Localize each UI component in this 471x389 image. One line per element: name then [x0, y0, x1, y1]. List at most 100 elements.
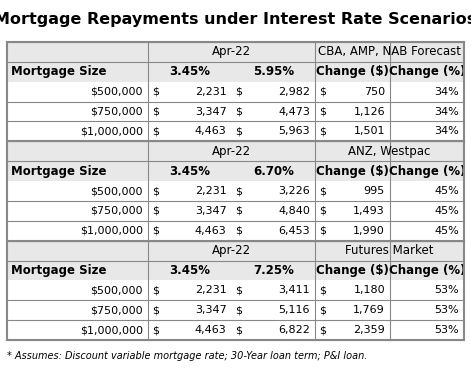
Text: Apr-22: Apr-22: [212, 145, 251, 158]
Text: 53%: 53%: [434, 286, 459, 295]
Text: * Assumes: Discount variable mortgage rate; 30-Year loan term; P&I loan.: * Assumes: Discount variable mortgage ra…: [7, 351, 367, 361]
Text: $: $: [152, 206, 159, 216]
Text: ANZ, Westpac: ANZ, Westpac: [349, 145, 430, 158]
Text: Change (%): Change (%): [389, 264, 465, 277]
Text: 3,347: 3,347: [195, 107, 227, 117]
Text: 995: 995: [364, 186, 385, 196]
Text: 2,359: 2,359: [353, 325, 385, 335]
Text: 5.95%: 5.95%: [252, 65, 294, 78]
Bar: [7, 320, 464, 340]
Text: 1,493: 1,493: [353, 206, 385, 216]
Text: $750,000: $750,000: [90, 107, 143, 117]
Bar: [7, 221, 464, 241]
Text: $: $: [319, 305, 326, 315]
Text: $: $: [236, 305, 243, 315]
Text: Change (%): Change (%): [389, 65, 465, 78]
Text: 4,463: 4,463: [195, 325, 227, 335]
Bar: [7, 300, 464, 320]
Bar: [7, 201, 464, 221]
Text: 1,126: 1,126: [353, 107, 385, 117]
Text: $1,000,000: $1,000,000: [80, 126, 143, 137]
Text: 53%: 53%: [434, 325, 459, 335]
Text: 6,453: 6,453: [278, 226, 310, 236]
Text: $: $: [236, 126, 243, 137]
Text: 3.45%: 3.45%: [169, 264, 210, 277]
Text: $: $: [319, 107, 326, 117]
Text: $: $: [319, 126, 326, 137]
Text: Apr-22: Apr-22: [212, 244, 251, 257]
Text: $: $: [319, 186, 326, 196]
Text: 4,463: 4,463: [195, 126, 227, 137]
Text: 34%: 34%: [434, 126, 459, 137]
Text: $500,000: $500,000: [90, 186, 143, 196]
Text: 6,822: 6,822: [278, 325, 310, 335]
Text: $500,000: $500,000: [90, 286, 143, 295]
Text: 7.25%: 7.25%: [253, 264, 294, 277]
Text: $: $: [152, 186, 159, 196]
Text: $: $: [319, 325, 326, 335]
Bar: [7, 141, 464, 161]
Bar: [7, 161, 464, 181]
Text: Change ($): Change ($): [316, 65, 389, 78]
Text: 6.70%: 6.70%: [253, 165, 294, 178]
Text: $500,000: $500,000: [90, 87, 143, 97]
Text: 2,231: 2,231: [195, 186, 227, 196]
Text: Mortgage Size: Mortgage Size: [11, 65, 106, 78]
Bar: [7, 102, 464, 121]
Text: Change (%): Change (%): [389, 165, 465, 178]
Text: $: $: [236, 226, 243, 236]
Text: 2,231: 2,231: [195, 87, 227, 97]
Text: 4,473: 4,473: [278, 107, 310, 117]
Text: Change ($): Change ($): [316, 165, 389, 178]
Text: 45%: 45%: [434, 186, 459, 196]
Text: $: $: [236, 186, 243, 196]
Bar: [7, 42, 464, 62]
Text: 2,982: 2,982: [278, 87, 310, 97]
Text: 1,501: 1,501: [354, 126, 385, 137]
Bar: [7, 261, 464, 280]
Text: 1,990: 1,990: [353, 226, 385, 236]
Text: 5,116: 5,116: [278, 305, 310, 315]
Text: 3,226: 3,226: [278, 186, 310, 196]
Text: $: $: [152, 126, 159, 137]
Text: 3,411: 3,411: [278, 286, 310, 295]
Text: 4,463: 4,463: [195, 226, 227, 236]
Text: $: $: [152, 107, 159, 117]
Text: Mortgage Repayments under Interest Rate Scenarios: Mortgage Repayments under Interest Rate …: [0, 12, 471, 26]
Text: 45%: 45%: [434, 226, 459, 236]
Text: $: $: [152, 305, 159, 315]
Text: 3.45%: 3.45%: [169, 165, 210, 178]
Text: $: $: [319, 206, 326, 216]
Text: $750,000: $750,000: [90, 305, 143, 315]
Bar: [7, 181, 464, 201]
Bar: [7, 121, 464, 141]
Bar: [7, 280, 464, 300]
Text: $: $: [236, 206, 243, 216]
Bar: [7, 42, 464, 340]
Text: 34%: 34%: [434, 87, 459, 97]
Text: 3.45%: 3.45%: [169, 65, 210, 78]
Text: $: $: [319, 226, 326, 236]
Text: $1,000,000: $1,000,000: [80, 325, 143, 335]
Text: Mortgage Size: Mortgage Size: [11, 264, 106, 277]
Text: CBA, AMP, NAB Forecast: CBA, AMP, NAB Forecast: [318, 46, 461, 58]
Text: $: $: [152, 226, 159, 236]
Text: 2,231: 2,231: [195, 286, 227, 295]
Bar: [7, 82, 464, 102]
Text: 3,347: 3,347: [195, 206, 227, 216]
Text: 53%: 53%: [434, 305, 459, 315]
Text: $: $: [236, 87, 243, 97]
Text: $: $: [152, 286, 159, 295]
Text: $: $: [152, 325, 159, 335]
Text: Change ($): Change ($): [316, 264, 389, 277]
Text: 1,180: 1,180: [353, 286, 385, 295]
Text: Apr-22: Apr-22: [212, 46, 251, 58]
Text: Mortgage Size: Mortgage Size: [11, 165, 106, 178]
Text: 5,963: 5,963: [278, 126, 310, 137]
Text: $: $: [236, 325, 243, 335]
Text: 750: 750: [364, 87, 385, 97]
Text: 1,769: 1,769: [353, 305, 385, 315]
Text: $: $: [236, 286, 243, 295]
Text: $1,000,000: $1,000,000: [80, 226, 143, 236]
Bar: [7, 62, 464, 82]
